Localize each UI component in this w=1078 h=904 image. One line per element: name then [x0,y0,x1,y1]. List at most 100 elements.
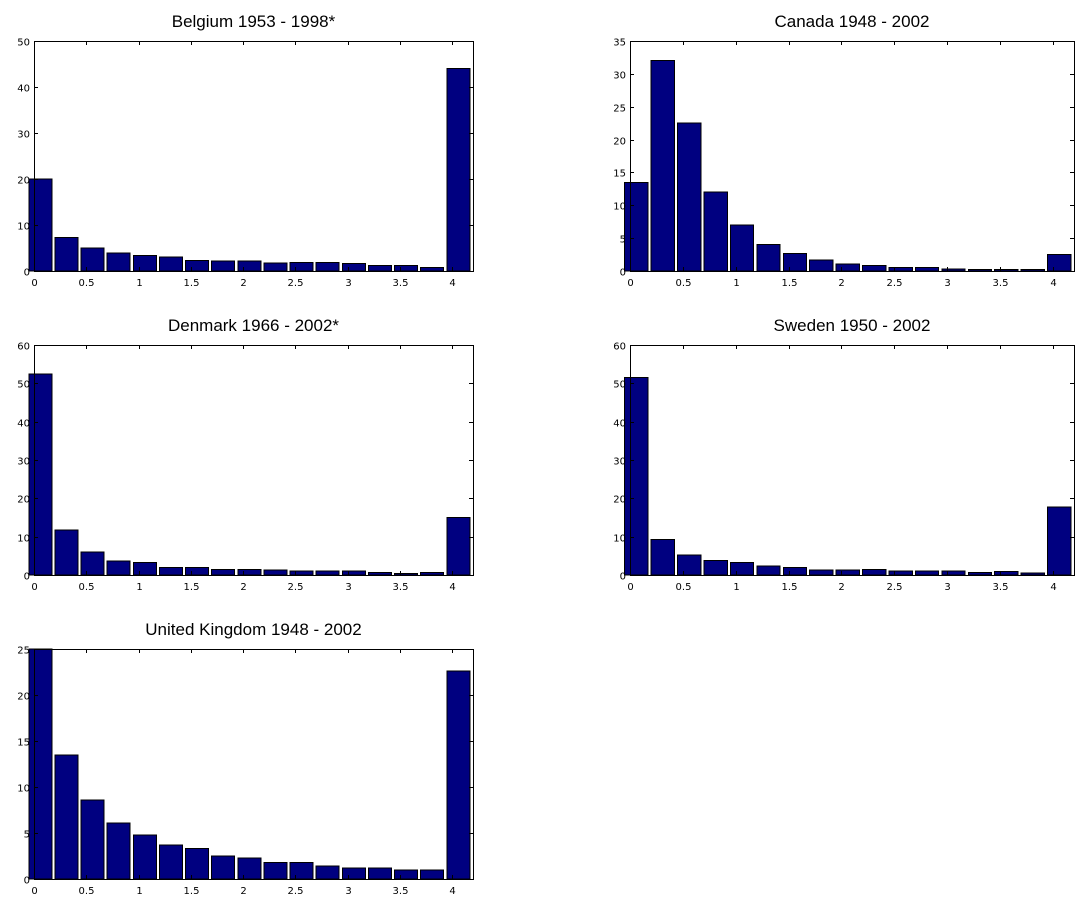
x-tick-label: 3 [944,278,950,289]
histogram-bar [237,857,262,880]
x-tick-label: 2.5 [887,582,903,593]
histogram-bar [158,567,183,576]
histogram-bar [782,567,808,576]
histogram-bar [263,569,288,576]
histogram-bar [941,268,966,272]
y-tick-label: 0 [24,268,30,279]
chart-title: Belgium 1953 - 1998* [172,12,336,31]
x-tick-label: 0.5 [676,582,692,593]
histogram-bar [80,247,105,272]
histogram-bar [158,844,183,880]
histogram-bar [624,377,649,576]
x-tick-label: 4 [449,278,455,289]
axes-frame [34,649,474,880]
y-tick-label: 0 [620,268,626,279]
histogram-bar [862,569,887,576]
histogram-bar [315,570,340,576]
histogram-bar [446,68,471,272]
y-tick-label: 10 [613,534,626,545]
x-tick-label: 1.5 [184,582,200,593]
x-tick-label: 0.5 [79,582,95,593]
y-tick-label: 50 [17,38,30,49]
x-tick-label: 3 [944,582,950,593]
chart-title: Denmark 1966 - 2002* [168,316,339,335]
axes-frame [630,41,1075,272]
histogram-bar [756,244,781,272]
histogram-bar [1047,506,1072,576]
histogram-bar [263,861,288,880]
histogram-bar [211,855,236,880]
y-tick-label: 15 [613,169,626,180]
x-tick-label: 2 [838,278,844,289]
chart-title: Sweden 1950 - 2002 [774,316,931,335]
histogram-bar [677,122,702,272]
y-tick-label: 40 [17,84,30,95]
histogram-bar [132,562,157,576]
x-tick-label: 1 [136,278,142,289]
histogram-bar [158,256,183,272]
x-tick-label: 1 [136,886,142,897]
histogram-bar [341,263,366,272]
x-tick-label: 2.5 [288,886,304,897]
histogram-bar [809,569,834,576]
x-tick-label: 1.5 [184,278,200,289]
histogram-bar [54,236,79,272]
histogram-bar [315,261,340,272]
x-tick-label: 2 [240,886,246,897]
histogram-bar [211,260,236,272]
histogram-bar [315,865,340,880]
histogram-bar [185,259,210,272]
chart-title: United Kingdom 1948 - 2002 [145,620,361,639]
x-tick-label: 2.5 [288,582,304,593]
y-tick-label: 30 [17,457,30,468]
x-tick-label: 2 [838,582,844,593]
y-tick-label: 50 [613,380,626,391]
histogram-bar [211,569,236,576]
y-tick-label: 50 [17,380,30,391]
histogram-bar [185,567,210,576]
chart-title: Canada 1948 - 2002 [774,12,929,31]
histogram-bar [967,269,993,272]
y-tick-label: 0 [24,572,30,583]
x-tick-label: 0.5 [676,278,692,289]
x-tick-label: 1 [733,278,739,289]
y-tick-label: 15 [17,738,30,749]
histogram-bar [185,848,210,880]
histogram-bar [446,670,471,880]
histogram-bar [624,181,649,272]
histogram-bar [394,573,419,576]
histogram-bar [835,263,860,272]
histogram-bar [132,834,157,880]
histogram-bar [394,869,419,880]
y-tick-label: 5 [620,235,626,246]
histogram-bar [54,754,79,880]
y-tick-label: 25 [17,646,30,657]
histogram-bar [28,648,53,880]
histogram-bar [289,570,314,576]
y-tick-label: 40 [17,419,30,430]
histogram-bar [888,267,913,272]
y-tick-label: 35 [613,38,626,49]
x-tick-label: 3 [345,582,351,593]
histogram-bar [1020,269,1045,272]
panel-belgium: Belgium 1953 - 1998*0 0.5 1 1.5 2 2.5 3 3.5 4010… [17,12,474,289]
y-tick-label: 40 [613,419,626,430]
histogram-bar [368,265,392,272]
x-tick-label: 3.5 [393,582,409,593]
histogram-bar [809,259,834,272]
y-tick-label: 5 [24,830,30,841]
histogram-bar [54,529,79,576]
y-tick-label: 30 [613,71,626,82]
x-tick-label: 4 [1050,582,1056,593]
y-tick-label: 20 [17,495,30,506]
x-tick-label: 3.5 [993,278,1009,289]
x-tick-label: 0.5 [79,278,95,289]
histogram-bar [263,262,288,272]
x-tick-label: 3 [345,278,351,289]
y-tick-label: 10 [613,202,626,213]
y-tick-label: 30 [17,130,30,141]
panel-denmark: Denmark 1966 - 2002*0 0.5 1 1.5 2 2.5 3 3.5 4010… [17,316,474,593]
